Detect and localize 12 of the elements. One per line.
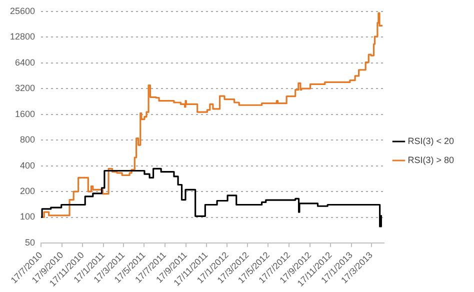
- y-tick-label: 50: [25, 237, 36, 248]
- y-tick-label: 400: [20, 160, 36, 170]
- y-tick-label: 12800: [10, 32, 36, 42]
- y-tick-label: 200: [20, 186, 36, 196]
- y-tick-label: 1600: [14, 108, 36, 119]
- y-tick-label: 25600: [10, 6, 36, 16]
- legend-label: RSI(3) < 20: [408, 136, 454, 146]
- legend-label: RSI(3) > 80: [408, 154, 454, 165]
- y-tick-label: 6400: [14, 57, 36, 68]
- y-tick-label: 800: [20, 134, 36, 145]
- y-tick-label: 3200: [14, 83, 36, 94]
- y-tick-label: 100: [20, 212, 36, 222]
